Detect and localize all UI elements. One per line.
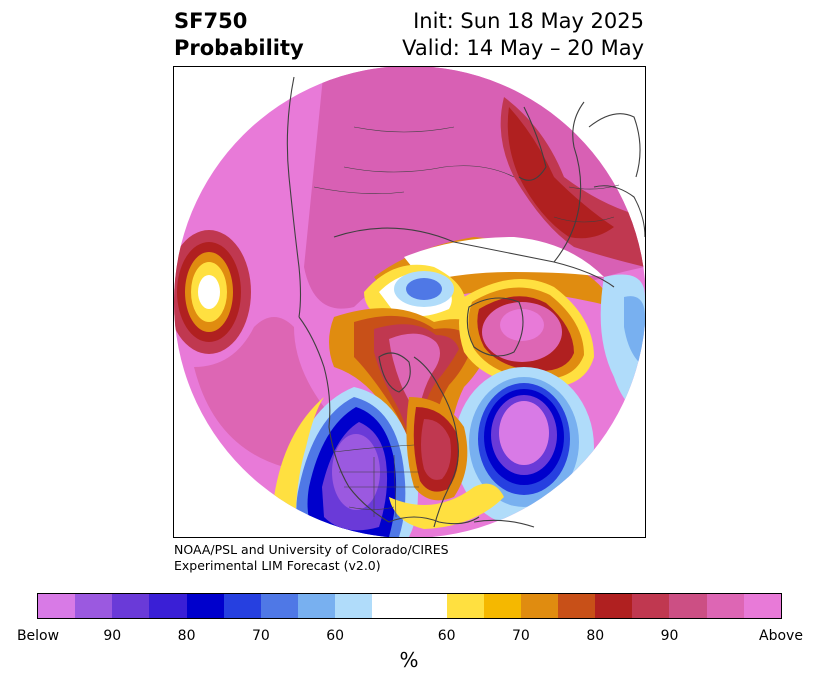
- borders: [313, 126, 620, 518]
- map-panel: [173, 66, 646, 538]
- coastline-africa: [588, 113, 641, 178]
- coastline-hudson-bay: [378, 352, 411, 393]
- colorbar-segment: [632, 594, 670, 618]
- colorbar-tick-label: 80: [586, 628, 605, 644]
- coastline-north-america-west: [298, 316, 390, 523]
- border-us-canada: [333, 444, 415, 453]
- colorbar-segment: [483, 594, 521, 618]
- above-atlantic-max: [500, 309, 544, 341]
- coastline-north-america-east: [413, 356, 459, 528]
- coastline-caribbean: [473, 519, 535, 528]
- variable-kind: Probability: [174, 36, 304, 60]
- colorbar-tick-label: 90: [660, 628, 679, 644]
- above-band-pacific-south: [194, 317, 324, 467]
- colorbar-tick-label: 80: [177, 628, 196, 644]
- coastline-us-gulf: [388, 516, 480, 525]
- colorbar: [37, 593, 782, 619]
- border-russia-2: [353, 126, 455, 133]
- border-russia-1: [343, 165, 515, 178]
- colorbar-segment: [297, 594, 336, 618]
- colorbar-tick-label: Above: [759, 628, 803, 644]
- southern-yellow-band: [389, 483, 504, 529]
- border-us-mexico: [348, 506, 395, 510]
- colorbar-segment: [595, 594, 633, 618]
- valid-range: Valid: 14 May – 20 May: [402, 36, 644, 60]
- forecast-dates: Init: Sun 18 May 2025 Valid: 14 May – 20…: [402, 8, 644, 62]
- credit-line-2: Experimental LIM Forecast (v2.0): [174, 558, 381, 573]
- colorbar-segment: [223, 594, 261, 618]
- above-ring-pacific-center: [198, 275, 220, 309]
- colorbar-segment: [557, 594, 596, 618]
- border-asia-1: [313, 186, 405, 194]
- colorbar-tick-label: 70: [512, 628, 530, 644]
- below-east-mid: [624, 296, 645, 367]
- colorbar-tick-label: Below: [16, 628, 60, 644]
- border-us-states-4: [393, 454, 397, 518]
- colorbar-segment: [38, 594, 76, 618]
- border-europe-1: [553, 216, 615, 223]
- colorbar-segment: [372, 594, 447, 618]
- colorbar-segment: [743, 594, 781, 618]
- colorbar-segment: [335, 594, 373, 618]
- chart-title: SF750 Probability: [174, 8, 304, 62]
- white-arctic-gap: [404, 237, 604, 282]
- coastline-scandinavia: [518, 106, 547, 181]
- credit-line-1: NOAA/PSL and University of Colorado/CIRE…: [174, 542, 449, 557]
- colorbar-segment: [149, 594, 187, 618]
- credit-text: NOAA/PSL and University of Colorado/CIRE…: [174, 542, 449, 574]
- variable-name: SF750: [174, 9, 248, 33]
- colorbar-segment: [112, 594, 150, 618]
- colorbar-segment: [520, 594, 558, 618]
- above-canada-pink: [389, 333, 440, 417]
- colorbar-tick-label: 60: [437, 628, 456, 644]
- colorbar-segment: [75, 594, 113, 618]
- colorbar-tick-label: 60: [326, 628, 345, 644]
- colorbar-segment: [446, 594, 484, 618]
- border-europe-2: [568, 184, 620, 190]
- colorbar-tick-label: 70: [251, 628, 270, 644]
- coastline-asia-east: [286, 76, 302, 318]
- arctic-cold-mid: [406, 278, 442, 300]
- colorbar-tick-label: 90: [103, 628, 122, 644]
- colorbar-segment: [669, 594, 707, 618]
- coastline-greenland: [466, 297, 524, 357]
- coastline-europe: [553, 101, 585, 263]
- probability-map: [174, 67, 645, 537]
- coastlines: [286, 76, 645, 528]
- above-band-europe-orange: [507, 107, 614, 239]
- coastline-eurasia-north: [333, 227, 615, 288]
- colorbar-segment: [706, 594, 744, 618]
- above-east-us-core: [421, 419, 451, 480]
- below-atlantic-core: [499, 401, 549, 465]
- colorbar-segment: [260, 594, 298, 618]
- init-date: Init: Sun 18 May 2025: [413, 9, 644, 33]
- colorbar-segment: [186, 594, 224, 618]
- colorbar-unit: %: [399, 648, 419, 672]
- coastline-mediterranean: [593, 185, 645, 238]
